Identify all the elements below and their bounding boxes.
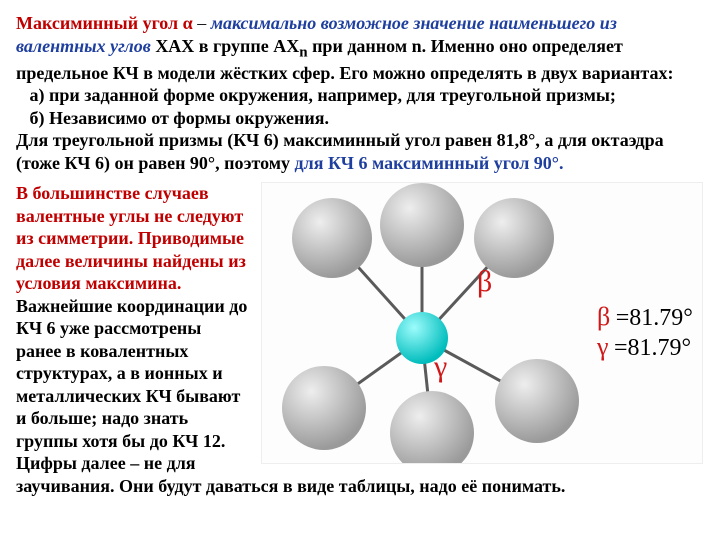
beta-symbol: β: [477, 263, 492, 301]
left-rest: Важнейшие координации до КЧ 6 уже рассмо…: [16, 296, 247, 474]
beta-eq-sym: β: [597, 302, 610, 331]
dash: –: [193, 13, 211, 33]
gamma-symbol: γ: [434, 348, 447, 386]
gamma-eq-val: =81.79°: [614, 335, 691, 361]
title-sub: n: [299, 44, 307, 60]
bottom-line: заучивания. Они будут даваться в виде та…: [16, 475, 704, 498]
gamma-eq-sym: γ: [597, 332, 609, 361]
option-b: б) Независимо от формы окружения.: [16, 107, 704, 130]
title-red: Максиминный угол α: [16, 13, 193, 33]
left-bold: В большинстве случаев валентные углы не …: [16, 183, 246, 293]
title-black2: XAX в группе AX: [151, 36, 299, 56]
para2-blue: для КЧ 6 максиминный угол 90°.: [295, 153, 564, 173]
molecule-diagram: β γ β =81.79° γ =81.79°: [261, 182, 703, 464]
beta-eq-val: =81.79°: [616, 305, 693, 331]
option-a: а) при заданной форме окружения, наприме…: [16, 84, 704, 107]
